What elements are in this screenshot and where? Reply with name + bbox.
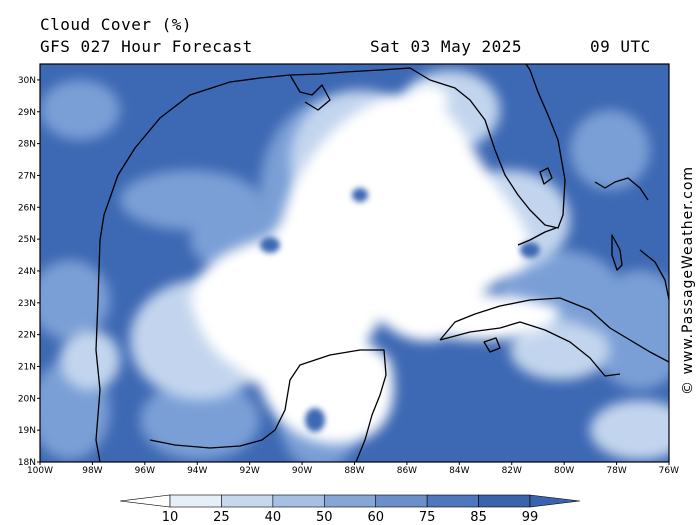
forecast-date: Sat 03 May 2025 (370, 37, 522, 56)
lat-label: 27N (18, 171, 36, 181)
lon-label: 76W (659, 466, 679, 476)
lon-label: 84W (449, 466, 469, 476)
axis-ticks (37, 79, 670, 465)
colorbar-segment (478, 494, 531, 508)
lat-label: 30N (18, 76, 36, 86)
credit-text: © www.PassageWeather.com (680, 165, 696, 395)
colorbar-segment (323, 494, 377, 508)
colorbar-segment (375, 494, 428, 508)
lat-label: 20N (18, 394, 36, 404)
colorbar: 10 25 40 50 60 75 85 99 (119, 494, 581, 525)
colorbar-segment (169, 494, 222, 508)
lat-label: 19N (18, 426, 36, 436)
colorbar-label: 60 (367, 510, 384, 525)
lat-label: 24N (18, 267, 36, 277)
colorbar-high-arrow (529, 494, 581, 508)
colorbar-low-arrow (119, 494, 171, 508)
colorbar-label: 75 (419, 510, 436, 525)
colorbar-segment (272, 494, 325, 508)
lat-label: 29N (18, 108, 36, 118)
latitude-labels: 30N 29N 28N 27N 26N 25N 24N 23N 22N 21N 20N 19N 18N (18, 76, 36, 468)
colorbar-label: 10 (162, 510, 179, 525)
lon-label: 94W (187, 466, 207, 476)
colorbar-label: 99 (522, 510, 539, 525)
lon-label: 96W (135, 466, 155, 476)
colorbar-segment (426, 494, 479, 508)
lon-label: 80W (554, 466, 574, 476)
lon-label: 78W (606, 466, 626, 476)
cloud-field (40, 64, 669, 462)
lat-label: 22N (18, 331, 36, 341)
colorbar-label: 40 (265, 510, 282, 525)
colorbar-segment (221, 494, 274, 508)
lat-label: 18N (18, 458, 36, 468)
lat-label: 25N (18, 235, 36, 245)
colorbar-label: 25 (213, 510, 230, 525)
coastline (95, 64, 669, 462)
lat-label: 23N (18, 299, 36, 309)
longitude-labels: 100W 98W 96W 94W 92W 90W 88W 86W 84W 82W 80W 78W 76W (27, 466, 679, 476)
lat-label: 21N (18, 362, 36, 372)
lon-label: 100W (27, 466, 53, 476)
colorbar-label: 85 (470, 510, 487, 525)
lon-label: 92W (239, 466, 259, 476)
forecast-label: GFS 027 Hour Forecast (40, 37, 253, 56)
lon-label: 98W (82, 466, 102, 476)
colorbar-label: 50 (316, 510, 333, 525)
forecast-time: 09 UTC (590, 37, 651, 56)
lon-label: 86W (397, 466, 417, 476)
lat-label: 26N (18, 203, 36, 213)
lon-label: 82W (502, 466, 522, 476)
map-title: Cloud Cover (%) (40, 15, 192, 34)
lon-label: 90W (292, 466, 312, 476)
lat-label: 28N (18, 140, 36, 150)
lon-label: 88W (344, 466, 364, 476)
